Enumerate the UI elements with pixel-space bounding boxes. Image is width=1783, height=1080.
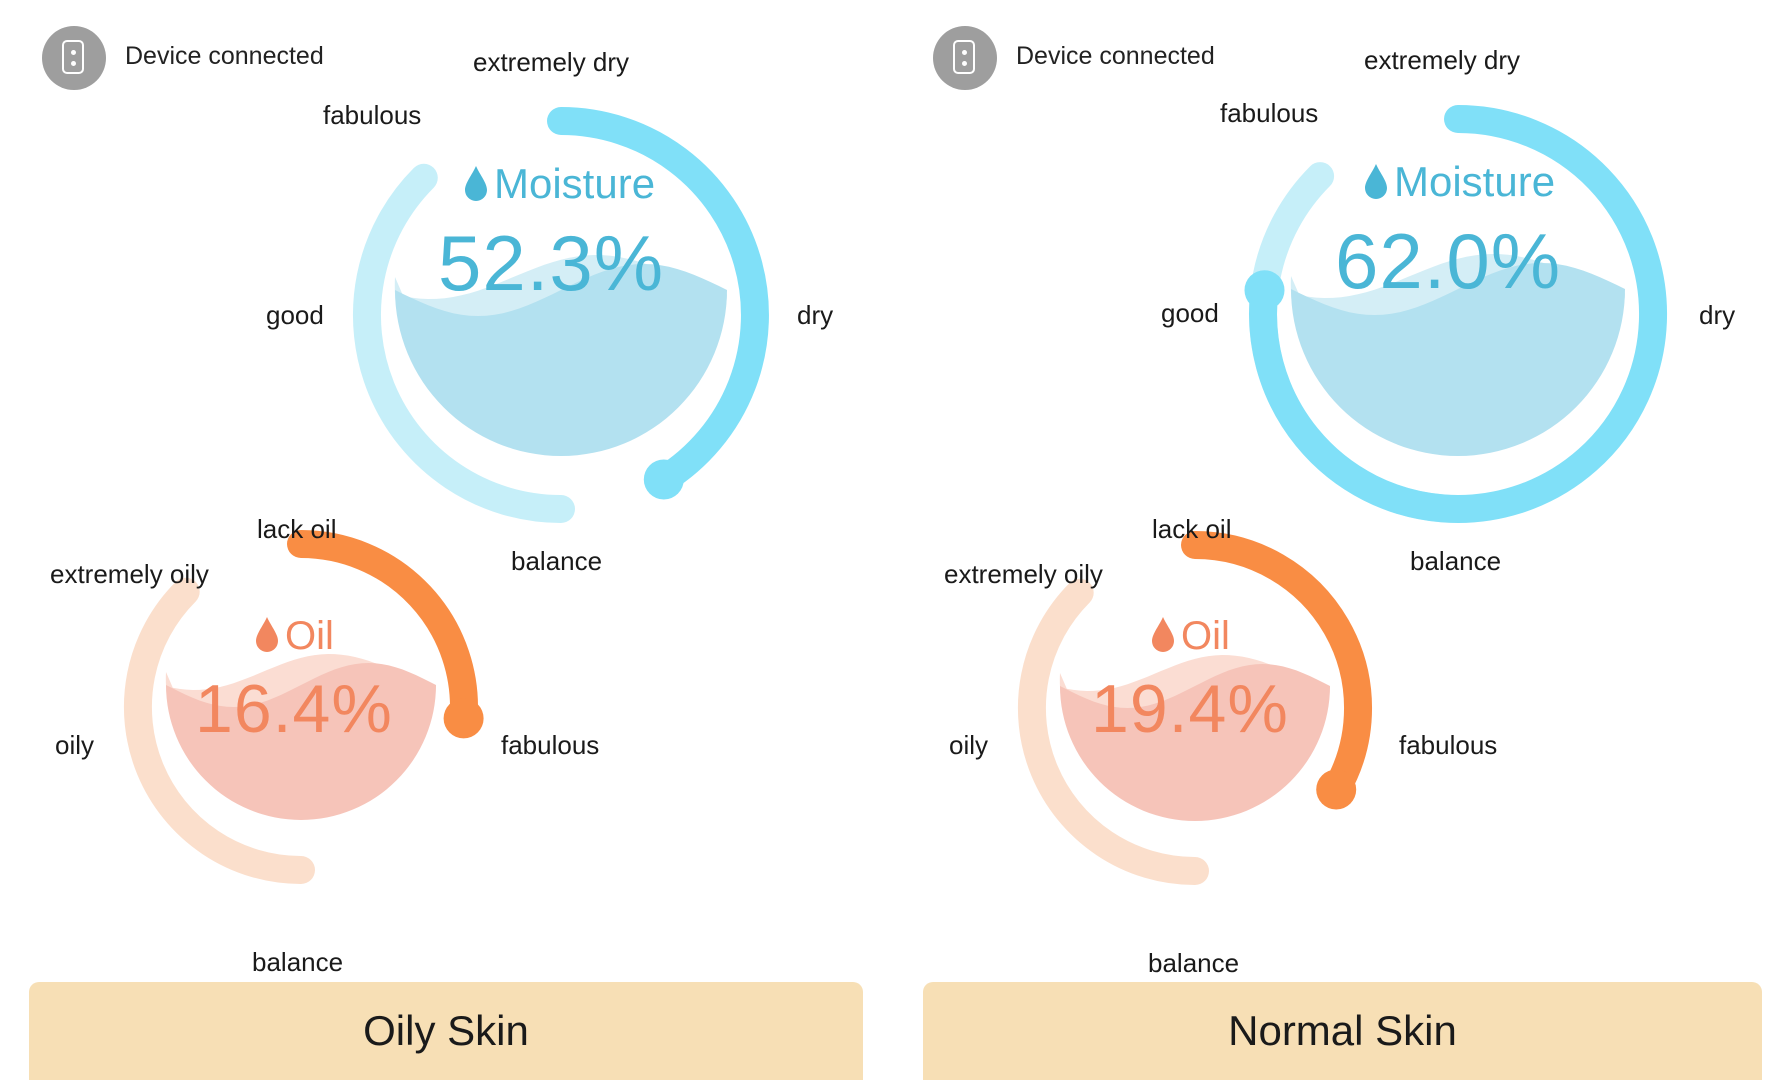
oil-title-text: Oil: [285, 614, 334, 658]
oil-track-arc: [123, 577, 315, 884]
oil-gauge: [123, 530, 484, 884]
phone-icon-dot: [962, 50, 967, 55]
moisture-label-good: good: [266, 300, 324, 330]
moisture-value-arc: [547, 107, 769, 494]
oil-drop-icon: [256, 617, 278, 652]
moisture-label-fabulous: fabulous: [323, 100, 422, 130]
oil-wave-front: [1060, 664, 1330, 821]
moisture-value-knob: [643, 459, 684, 500]
oil-title-text: Oil: [1181, 614, 1230, 658]
phone-icon-dot: [71, 50, 76, 55]
oil-track-arc: [1017, 578, 1209, 885]
water-drop-icon: [1365, 164, 1387, 199]
device-status-label: Device connected: [1016, 42, 1215, 70]
oil-label-oily: oily: [55, 730, 95, 760]
moisture-title-text: Moisture: [1394, 158, 1556, 205]
phone-icon-dot: [962, 61, 967, 66]
oil-label-lack-oil: lack oil: [1152, 514, 1232, 544]
moisture-label-good: good: [1161, 298, 1219, 328]
moisture-value-arc: [1249, 105, 1667, 523]
phone-icon-body: [953, 40, 975, 74]
skin-type-button[interactable]: Normal Skin: [923, 982, 1762, 1080]
moisture-title: Moisture: [1364, 158, 1555, 206]
moisture-gauge: [352, 107, 769, 523]
device-status-label: Device connected: [125, 42, 324, 70]
oil-value-arc: [287, 530, 478, 733]
moisture-gauge: [1244, 105, 1667, 523]
gauge-canvas: [123, 107, 769, 884]
skin-panel-left: Device connected extremely dry fabulous …: [29, 26, 863, 1080]
gauge-canvas: [1017, 105, 1667, 885]
phone-icon-dot: [71, 61, 76, 66]
oil-value-knob: [1316, 769, 1357, 810]
oil-wave-front: [166, 663, 436, 820]
phone-icon-body: [62, 40, 84, 74]
oil-gauge: [1017, 531, 1373, 885]
moisture-wave-front: [395, 264, 727, 456]
oil-label-balance: balance: [252, 947, 344, 977]
oil-value: 16.4%: [195, 671, 393, 747]
skin-type-button[interactable]: Oily Skin: [29, 982, 863, 1080]
skin-panel-right: Device connected extremely dry fabulous …: [891, 0, 1783, 1080]
phone-icon[interactable]: [42, 26, 106, 90]
moisture-label-dry: dry: [797, 300, 834, 330]
oil-label-extremely-oily: extremely oily: [944, 559, 1103, 589]
moisture-label-fabulous: fabulous: [1220, 98, 1319, 128]
moisture-title-text: Moisture: [494, 160, 656, 207]
oil-title: Oil: [1151, 614, 1230, 659]
oil-label-balance: balance: [1148, 948, 1240, 978]
moisture-label-extremely-dry: extremely dry: [473, 47, 630, 77]
moisture-title: Moisture: [464, 160, 655, 208]
moisture-label-extremely-dry: extremely dry: [1364, 45, 1521, 75]
oil-label-lack-oil: lack oil: [257, 514, 337, 544]
moisture-label-balance: balance: [1410, 546, 1502, 576]
oil-value: 19.4%: [1091, 671, 1289, 747]
oil-title: Oil: [255, 614, 334, 659]
oil-drop-icon: [1152, 617, 1174, 652]
oil-value-knob: [443, 698, 484, 739]
water-drop-icon: [465, 166, 487, 201]
moisture-value: 62.0%: [1335, 217, 1562, 305]
oil-label-extremely-oily: extremely oily: [50, 559, 209, 589]
moisture-value-knob: [1244, 270, 1285, 311]
oil-label-fabulous: fabulous: [1399, 730, 1498, 760]
moisture-track-arc: [352, 163, 575, 523]
moisture-wave-front: [1291, 263, 1625, 456]
moisture-value: 52.3%: [438, 219, 665, 307]
moisture-label-balance: balance: [511, 546, 603, 576]
oil-value-arc: [1181, 531, 1373, 804]
oil-label-fabulous: fabulous: [501, 730, 600, 760]
phone-icon[interactable]: [933, 26, 997, 90]
oil-label-oily: oily: [949, 730, 989, 760]
moisture-label-dry: dry: [1699, 300, 1736, 330]
